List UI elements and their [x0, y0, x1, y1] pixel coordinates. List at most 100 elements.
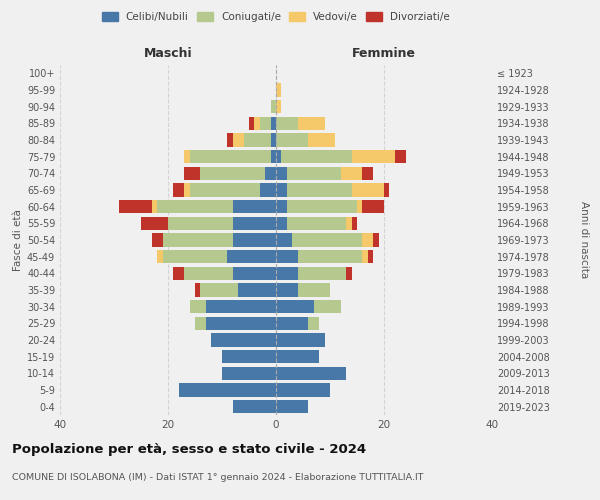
Bar	[308, 316, 319, 330]
Bar	[184, 184, 190, 196]
Bar	[271, 134, 276, 146]
Bar	[179, 384, 276, 396]
Y-axis label: Fasce di età: Fasce di età	[13, 209, 23, 271]
Bar	[233, 200, 276, 213]
Bar	[276, 300, 314, 314]
Bar	[222, 366, 276, 380]
Bar	[276, 100, 281, 114]
Bar	[276, 200, 287, 213]
Text: COMUNE DI ISOLABONA (IM) - Dati ISTAT 1° gennaio 2024 - Elaborazione TUTTITALIA.: COMUNE DI ISOLABONA (IM) - Dati ISTAT 1°…	[12, 472, 424, 482]
Bar	[276, 400, 308, 413]
Bar	[276, 234, 292, 246]
Bar	[287, 216, 346, 230]
Bar	[163, 250, 227, 264]
Bar	[352, 150, 395, 164]
Bar	[119, 200, 152, 213]
Bar	[298, 266, 346, 280]
Bar	[346, 266, 352, 280]
Bar	[227, 250, 276, 264]
Bar	[200, 284, 238, 296]
Bar	[298, 284, 330, 296]
Bar	[211, 334, 276, 346]
Bar	[233, 134, 244, 146]
Bar	[314, 300, 341, 314]
Bar	[141, 216, 168, 230]
Bar	[276, 384, 330, 396]
Bar	[233, 266, 276, 280]
Bar	[287, 200, 357, 213]
Bar	[276, 184, 287, 196]
Bar	[395, 150, 406, 164]
Bar	[195, 316, 206, 330]
Legend: Celibi/Nubili, Coniugati/e, Vedovi/e, Divorziati/e: Celibi/Nubili, Coniugati/e, Vedovi/e, Di…	[98, 8, 454, 26]
Bar	[287, 184, 352, 196]
Bar	[346, 216, 352, 230]
Text: Popolazione per età, sesso e stato civile - 2024: Popolazione per età, sesso e stato civil…	[12, 442, 366, 456]
Bar	[276, 350, 319, 364]
Bar	[292, 234, 362, 246]
Text: Maschi: Maschi	[143, 47, 193, 60]
Bar	[362, 250, 368, 264]
Bar	[276, 216, 287, 230]
Bar	[341, 166, 362, 180]
Bar	[368, 250, 373, 264]
Bar	[233, 216, 276, 230]
Bar	[271, 116, 276, 130]
Bar	[227, 134, 233, 146]
Bar	[276, 116, 298, 130]
Bar	[184, 150, 190, 164]
Bar	[276, 284, 298, 296]
Bar	[287, 166, 341, 180]
Bar	[276, 316, 308, 330]
Bar	[157, 250, 163, 264]
Bar	[276, 366, 346, 380]
Bar	[271, 150, 276, 164]
Bar	[276, 166, 287, 180]
Bar	[184, 166, 200, 180]
Bar	[276, 266, 298, 280]
Bar	[173, 266, 184, 280]
Bar	[254, 116, 260, 130]
Bar	[276, 334, 325, 346]
Bar	[190, 150, 271, 164]
Bar	[384, 184, 389, 196]
Bar	[244, 134, 271, 146]
Bar	[152, 234, 163, 246]
Bar	[195, 284, 200, 296]
Bar	[260, 116, 271, 130]
Bar	[308, 134, 335, 146]
Y-axis label: Anni di nascita: Anni di nascita	[578, 202, 589, 278]
Bar	[173, 184, 184, 196]
Bar	[184, 266, 233, 280]
Bar	[352, 216, 357, 230]
Bar	[238, 284, 276, 296]
Bar	[357, 200, 362, 213]
Bar	[362, 166, 373, 180]
Bar	[260, 184, 276, 196]
Bar	[298, 116, 325, 130]
Bar	[276, 84, 281, 96]
Bar	[373, 234, 379, 246]
Bar	[157, 200, 233, 213]
Bar	[233, 234, 276, 246]
Bar	[362, 234, 373, 246]
Bar	[276, 250, 298, 264]
Bar	[190, 184, 260, 196]
Text: Femmine: Femmine	[352, 47, 416, 60]
Bar	[265, 166, 276, 180]
Bar	[206, 300, 276, 314]
Bar	[152, 200, 157, 213]
Bar	[222, 350, 276, 364]
Bar	[281, 150, 352, 164]
Bar	[200, 166, 265, 180]
Bar	[276, 150, 281, 164]
Bar	[233, 400, 276, 413]
Bar	[163, 234, 233, 246]
Bar	[190, 300, 206, 314]
Bar	[352, 184, 384, 196]
Bar	[271, 100, 276, 114]
Bar	[249, 116, 254, 130]
Bar	[276, 134, 308, 146]
Bar	[298, 250, 362, 264]
Bar	[206, 316, 276, 330]
